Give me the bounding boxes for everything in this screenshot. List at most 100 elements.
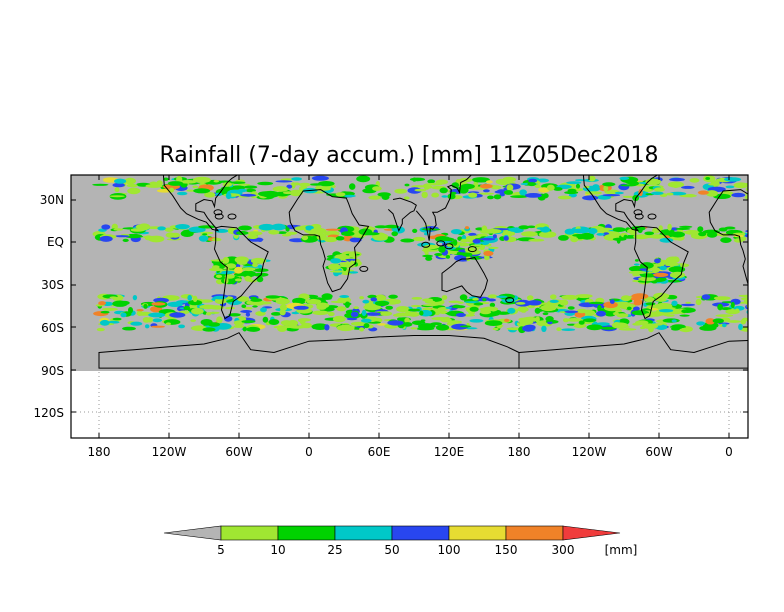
rain-cell [311,175,329,181]
rain-cell [213,179,219,183]
rain-cell [126,183,138,188]
rain-cell [762,270,771,275]
island-outline [436,240,446,247]
island-outline [444,243,454,250]
rain-cell [757,298,773,303]
rain-cell [164,227,174,232]
rain-cell [757,236,766,238]
rain-cell [756,254,771,259]
rain-cell [703,325,709,329]
rain-cell [348,252,357,257]
lon-tick-label: 60E [368,445,391,459]
rain-cell [762,231,769,235]
rain-cell [257,181,274,186]
rain-cell [665,262,679,266]
rain-cell [202,327,216,332]
island-outline [467,246,477,253]
rain-cell [586,324,603,331]
rain-cell [774,182,783,187]
coastline [288,189,370,293]
rain-cell [720,237,732,244]
rain-cell [380,311,393,316]
rain-cell [499,193,506,197]
rain-cell [324,324,330,331]
rain-cell [486,180,493,184]
rain-cell [258,191,274,197]
rain-cell [262,316,269,323]
rain-cell [763,184,770,190]
legend-box [334,525,393,541]
rain-cell [766,260,778,263]
rain-cell [339,295,350,298]
rain-cell [178,324,186,329]
rain-cell [567,306,575,310]
rain-cell [286,184,293,189]
rain-cell [731,192,746,198]
rain-cell [374,225,388,229]
rain-cell [98,301,106,306]
rain-cell [752,266,756,272]
gridlines [72,372,747,437]
rain-cell [764,182,770,186]
lon-tick-label: 0 [305,445,313,459]
rain-cell [761,300,779,303]
rain-cell [597,304,602,312]
rain-cell [619,303,637,310]
rain-cell [633,298,643,306]
rain-cell [457,301,464,304]
rain-cell [225,306,236,310]
rain-cell [521,309,526,313]
rain-cell [671,300,678,306]
rain-cell [536,227,546,230]
rain-cell [441,295,448,300]
rain-cell [112,182,125,188]
legend-level-label: 25 [327,543,342,557]
rain-cell [234,278,243,282]
rain-cell [571,228,590,234]
rain-cell [650,264,665,267]
rain-cell [346,317,358,321]
rain-cell [724,177,742,182]
rain-cell [165,322,171,326]
rain-cell [372,186,382,192]
rain-cell [435,179,448,185]
rain-cell [758,326,767,330]
rain-cell [289,189,303,197]
rain-cell [763,188,778,191]
rain-cell [767,251,774,257]
rain-cell [503,236,509,241]
rain-cell [241,320,256,324]
island-outline [634,213,644,220]
map-frame [70,174,749,439]
rain-cell [394,188,408,194]
rain-cell [400,238,415,243]
rain-cell [277,231,288,235]
rain-cell [198,225,216,229]
rain-cell [241,304,247,309]
rain-cell [348,271,359,274]
lon-tick-label: 120W [152,445,187,459]
rain-cell [557,195,572,200]
rain-cell [275,180,293,183]
rain-cell [750,237,765,244]
lat-tick-label: EQ [47,235,64,249]
rain-cell [252,262,258,268]
rain-cell [411,185,427,188]
rain-cell [753,251,759,257]
rain-cell [144,324,150,329]
rain-cell [667,223,672,231]
rain-cell [582,318,597,323]
legend-level-label: 10 [270,543,285,557]
rain-cell [722,323,727,328]
rain-cell [209,267,223,272]
rain-cell [298,318,311,322]
rain-cell [275,298,290,305]
lon-tick-label: 0 [725,445,733,459]
rain-cell [528,238,545,242]
rain-cell [272,186,289,192]
rain-cell [187,299,203,306]
rain-cell [753,318,770,321]
rain-cell [547,321,553,325]
rain-cell [542,193,549,199]
rain-cell [481,225,488,232]
